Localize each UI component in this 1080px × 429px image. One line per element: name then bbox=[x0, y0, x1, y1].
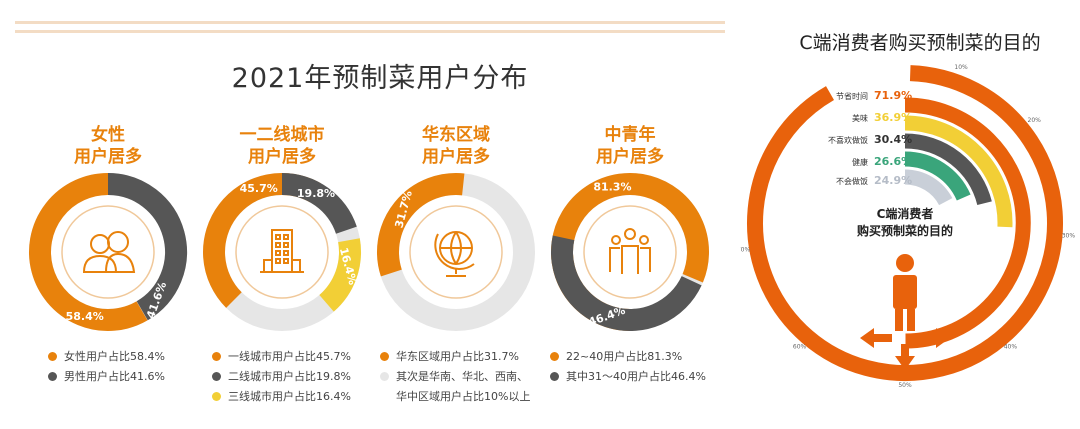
legend-item: 华中区域用户占比10%以上 bbox=[380, 387, 530, 407]
radial-scale-tick: 10% bbox=[954, 64, 968, 71]
slice-value-label: 81.3% bbox=[593, 180, 631, 193]
radial-scale-tick: 40% bbox=[1004, 344, 1018, 351]
legend-item: 其中31～40用户占比46.4% bbox=[550, 367, 706, 387]
radial-value-label: 36.9% bbox=[874, 111, 913, 124]
category-title-line1: 中青年 bbox=[604, 125, 656, 145]
legend-text: 22~40用户占比81.3% bbox=[566, 350, 683, 363]
radial-category-label: 不会做饭 bbox=[836, 177, 868, 186]
slice-tier3 bbox=[319, 238, 361, 312]
category-title-gender: 女性 用户居多 bbox=[33, 124, 183, 168]
slice-value-label: 58.4% bbox=[66, 310, 104, 323]
legend-text: 男性用户占比41.6% bbox=[64, 370, 165, 383]
radial-bar-4 bbox=[904, 169, 953, 206]
donut-region: 31.7% bbox=[377, 173, 535, 331]
radial-center-label: C端消费者 购买预制菜的目的 bbox=[830, 206, 980, 240]
donut-inner-circle bbox=[61, 205, 155, 299]
radial-category-label: 节省时间 bbox=[836, 92, 868, 101]
legend-text: 其中31～40用户占比46.4% bbox=[566, 370, 706, 383]
donut-inner-circle bbox=[409, 205, 503, 299]
radial-scale-tick: 70% bbox=[740, 247, 750, 254]
radial-outer-scale-ring bbox=[747, 65, 1063, 381]
slice-value-label: 19.8% bbox=[297, 187, 335, 200]
slice-east-china bbox=[377, 173, 465, 277]
legend-text: 华中区域用户占比10%以上 bbox=[396, 390, 531, 403]
legend-text: 华东区域用户占比31.7% bbox=[396, 350, 519, 363]
donut-gender: 58.4% 41.6% bbox=[29, 172, 187, 331]
radial-chart: 10% 20% 30% 40% 50% 60% 70% bbox=[740, 64, 1076, 389]
radial-value-label: 71.9% bbox=[874, 89, 913, 102]
legend-text: 一线城市用户占比45.7% bbox=[228, 350, 351, 363]
legend-gender: 女性用户占比58.4% 男性用户占比41.6% bbox=[48, 347, 165, 387]
legend-dot bbox=[48, 372, 57, 381]
radial-bar-3 bbox=[904, 151, 971, 201]
radial-category-label: 健康 bbox=[852, 158, 868, 167]
radial-bar-1 bbox=[904, 115, 1013, 228]
legend-dot bbox=[212, 392, 221, 401]
top-divider-2 bbox=[15, 30, 725, 33]
radial-scale-tick: 20% bbox=[1028, 117, 1042, 124]
slice-tier2 bbox=[281, 173, 357, 235]
legend-item: 一线城市用户占比45.7% bbox=[212, 347, 351, 367]
category-title-region: 华东区域 用户居多 bbox=[381, 124, 531, 168]
group-icon bbox=[609, 228, 651, 274]
legend-item: 其次是华南、华北、西南、 bbox=[380, 367, 530, 387]
category-title-line2: 用户居多 bbox=[596, 147, 664, 167]
building-icon bbox=[260, 229, 304, 273]
legend-age: 22~40用户占比81.3% 其中31～40用户占比46.4% bbox=[550, 347, 706, 387]
category-title-line1: 华东区域 bbox=[422, 125, 490, 145]
legend-item: 二线城市用户占比19.8% bbox=[212, 367, 351, 387]
donut-inner-circle bbox=[583, 205, 677, 299]
radial-scale-tick: 60% bbox=[793, 344, 807, 351]
radial-scale-tick: 50% bbox=[898, 382, 912, 389]
legend-dot bbox=[550, 352, 559, 361]
legend-text: 女性用户占比58.4% bbox=[64, 350, 165, 363]
radial-center-line1: C端消费者 bbox=[876, 207, 934, 221]
users-icon bbox=[82, 231, 136, 273]
category-title-city: 一二线城市 用户居多 bbox=[207, 124, 357, 168]
radial-center-line2: 购买预制菜的目的 bbox=[856, 224, 953, 238]
radial-chart-title: C端消费者购买预制菜的目的 bbox=[799, 32, 1041, 54]
legend-item: 男性用户占比41.6% bbox=[48, 367, 165, 387]
person-arrows-icon bbox=[860, 254, 950, 370]
legend-text: 三线城市用户占比16.4% bbox=[228, 390, 351, 403]
category-title-line2: 用户居多 bbox=[422, 147, 490, 167]
legend-text: 其次是华南、华北、西南、 bbox=[396, 370, 528, 383]
radial-category-label: 不喜欢做饭 bbox=[828, 136, 868, 145]
legend-text: 二线城市用户占比19.8% bbox=[228, 370, 351, 383]
radial-bar-2 bbox=[904, 133, 992, 206]
legend-item: 女性用户占比58.4% bbox=[48, 347, 165, 367]
slice-female bbox=[29, 172, 148, 331]
category-title-line2: 用户居多 bbox=[248, 147, 316, 167]
top-divider bbox=[15, 21, 725, 24]
slice-value-label: 45.7% bbox=[240, 182, 278, 195]
slice-31-40 bbox=[551, 235, 702, 331]
globe-icon bbox=[434, 231, 475, 277]
legend-dot bbox=[550, 372, 559, 381]
legend-dot bbox=[380, 372, 389, 381]
legend-dot bbox=[212, 352, 221, 361]
legend-dot bbox=[48, 352, 57, 361]
slice-male bbox=[107, 173, 187, 321]
legend-dot bbox=[212, 372, 221, 381]
radial-category-label: 美味 bbox=[852, 114, 868, 123]
category-title-line1: 女性 bbox=[91, 125, 125, 145]
legend-item: 华东区域用户占比31.7% bbox=[380, 347, 530, 367]
donut-city: 45.7% 19.8%16.4% bbox=[203, 173, 361, 331]
radial-value-label: 30.4% bbox=[874, 133, 913, 146]
legend-dot bbox=[380, 352, 389, 361]
radial-value-label: 24.9% bbox=[874, 174, 913, 187]
donut-age: 81.3%46.4% bbox=[551, 173, 709, 331]
legend-region: 华东区域用户占比31.7% 其次是华南、华北、西南、 华中区域用户占比10%以上 bbox=[380, 347, 530, 407]
legend-item: 三线城市用户占比16.4% bbox=[212, 387, 351, 407]
category-title-line2: 用户居多 bbox=[74, 147, 142, 167]
category-title-line1: 一二线城市 bbox=[239, 125, 325, 145]
radial-value-label: 26.6% bbox=[874, 155, 913, 168]
legend-city: 一线城市用户占比45.7% 二线城市用户占比19.8% 三线城市用户占比16.4% bbox=[212, 347, 351, 407]
radial-bar-0 bbox=[904, 97, 1031, 349]
main-title: 2021年预制菜用户分布 bbox=[231, 63, 529, 94]
donut-inner-circle bbox=[235, 205, 329, 299]
legend-item: 22~40用户占比81.3% bbox=[550, 347, 706, 367]
category-title-age: 中青年 用户居多 bbox=[555, 124, 705, 168]
radial-scale-tick: 30% bbox=[1062, 232, 1076, 239]
